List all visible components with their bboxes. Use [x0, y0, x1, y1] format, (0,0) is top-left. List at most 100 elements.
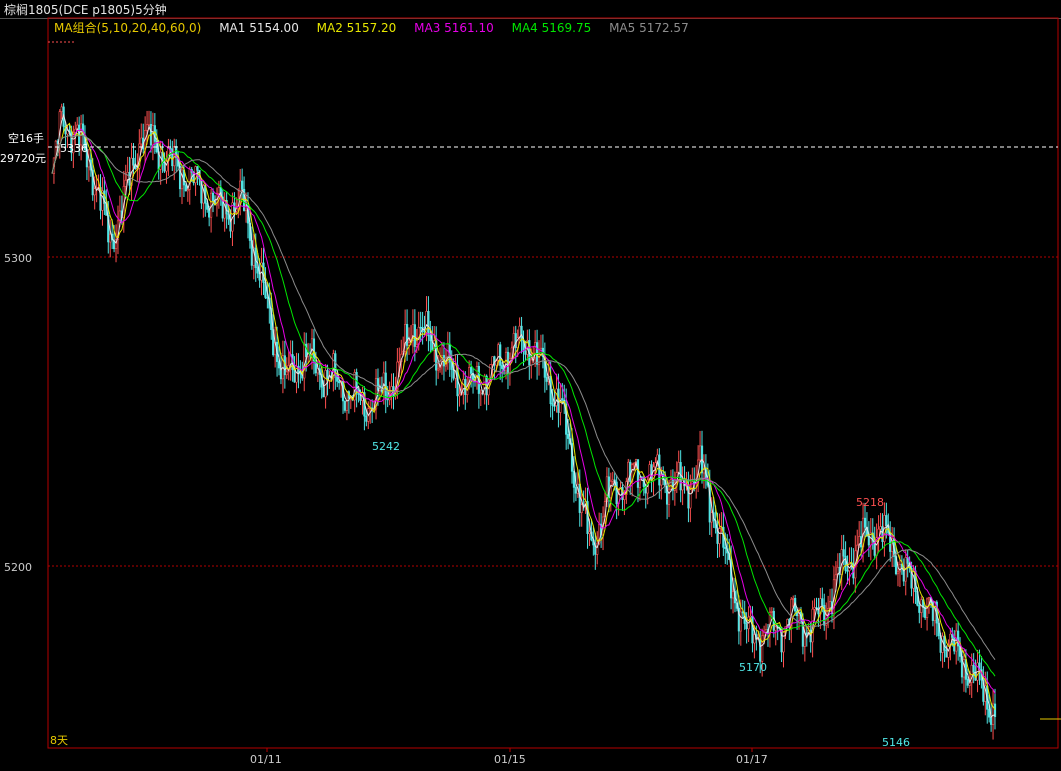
- candle-body: [636, 459, 640, 488]
- candle-body: [70, 131, 73, 154]
- candle-body: [163, 162, 166, 172]
- candle-body: [745, 623, 748, 630]
- candle-body: [716, 527, 719, 544]
- candle-body: [708, 484, 711, 523]
- candle-body: [132, 157, 135, 166]
- annotation-low: 5242: [372, 440, 400, 453]
- candle-body: [856, 544, 859, 552]
- y-tick-label: 5300: [4, 252, 32, 265]
- candle-body: [753, 634, 756, 644]
- position-price-label: 5336: [60, 142, 88, 155]
- ma1-label: MA1 5154.00: [219, 21, 299, 35]
- candle-body: [737, 608, 740, 632]
- candle-body: [638, 476, 642, 488]
- candle-body: [972, 664, 975, 673]
- candle-body: [107, 215, 110, 243]
- candle-body: [902, 566, 905, 582]
- candle-body: [314, 360, 317, 374]
- candle-body: [574, 487, 577, 494]
- candle-body: [140, 137, 143, 145]
- candle-body: [677, 462, 680, 473]
- candle-body: [813, 607, 816, 610]
- candle-body: [805, 632, 808, 635]
- candle-body: [404, 324, 407, 352]
- candle-body: [873, 540, 876, 556]
- candle-body: [343, 400, 347, 411]
- candle-body: [957, 630, 960, 647]
- candle-body: [739, 611, 742, 632]
- candle-body: [72, 132, 75, 154]
- candle-body: [419, 326, 422, 329]
- candle-body: [943, 635, 946, 651]
- candle-body: [702, 469, 706, 474]
- candle-body: [821, 598, 824, 606]
- candle-body: [749, 615, 752, 618]
- candle-body: [751, 615, 754, 644]
- candle-body: [427, 310, 430, 337]
- candle-body: [795, 610, 799, 617]
- candle-body: [718, 528, 721, 544]
- annotation-high: 5218: [856, 496, 884, 509]
- grid-lines: [48, 256, 1058, 567]
- candle-body: [724, 547, 727, 550]
- candle-body: [192, 172, 195, 184]
- candle-body: [99, 187, 102, 211]
- candle-body: [945, 650, 948, 658]
- candle-body: [834, 574, 837, 581]
- candle-body: [629, 461, 632, 482]
- candle-body: [411, 324, 415, 341]
- candle-body: [407, 342, 411, 346]
- candle-body: [567, 434, 570, 439]
- candle-body: [384, 372, 387, 399]
- window-title: 棕榈1805(DCE p1805)5分钟: [4, 3, 167, 17]
- candle-body: [551, 403, 554, 406]
- candle-body: [730, 559, 733, 599]
- ma-group-label[interactable]: MA组合(5,10,20,40,60,0): [54, 21, 202, 35]
- ma5-label: MA5 5172.57: [609, 21, 689, 35]
- candle-body: [211, 192, 215, 201]
- candle-body: [217, 187, 220, 194]
- candle-body: [881, 526, 884, 542]
- candle-body: [731, 591, 735, 599]
- candle-body: [817, 607, 820, 615]
- candle-body: [982, 679, 985, 702]
- candle-body: [520, 325, 523, 341]
- candle-body: [60, 106, 63, 112]
- candle-body: [761, 635, 764, 662]
- candle-body: [114, 239, 118, 250]
- candle-body: [993, 703, 997, 718]
- candle-body: [353, 372, 356, 401]
- candle-body: [398, 361, 401, 364]
- candle-body: [951, 633, 954, 638]
- annotation-low: 5170: [739, 661, 767, 674]
- candle-body: [64, 126, 67, 135]
- x-tick-label: 01/17: [736, 753, 768, 766]
- candle-body: [147, 124, 151, 126]
- candle-body: [376, 378, 380, 391]
- candle-body: [109, 233, 112, 243]
- candle-body: [632, 463, 636, 466]
- candle-body: [159, 151, 162, 170]
- candle-body: [180, 169, 184, 190]
- candle-body: [413, 324, 416, 347]
- candle-body: [175, 146, 178, 158]
- candle-body: [615, 481, 618, 505]
- ma-line-5: [51, 134, 996, 660]
- candle-body: [338, 381, 341, 384]
- candle-body: [828, 601, 832, 609]
- candle-body: [458, 394, 461, 397]
- candle-body: [545, 377, 548, 382]
- candle-body: [322, 386, 325, 398]
- candle-body: [561, 398, 564, 401]
- candle-body: [178, 165, 182, 190]
- candle-body: [196, 166, 199, 171]
- candle-body: [842, 549, 845, 557]
- x-tick-label: 01/15: [494, 753, 526, 766]
- candle-body: [927, 597, 931, 600]
- candle-body: [334, 353, 337, 376]
- candle-body: [896, 571, 900, 575]
- candle-body: [305, 343, 308, 358]
- candle-body: [171, 148, 174, 167]
- candles: [52, 103, 997, 740]
